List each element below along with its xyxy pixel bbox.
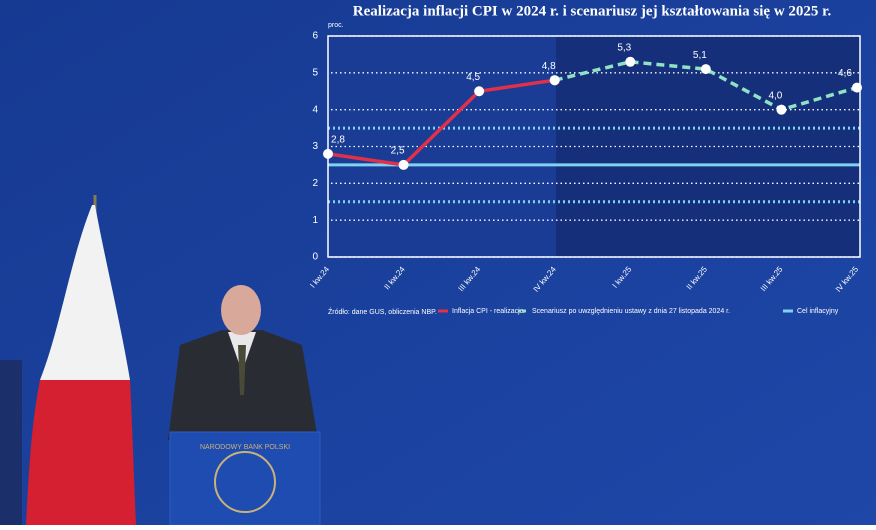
value-label: 4,8 (542, 61, 556, 72)
y-unit: proc. (328, 22, 344, 29)
point (474, 86, 485, 97)
plot-border (327, 35, 861, 258)
y-tick-label: 6 (312, 31, 318, 42)
flag-white (40, 205, 130, 380)
flag-red (26, 380, 136, 525)
point (549, 75, 560, 86)
series-line (327, 78, 555, 167)
source: Źródło: dane GUS, obliczenia NBP. (328, 307, 437, 316)
podium-emblem (214, 451, 276, 513)
podium-text: NARODOWY BANK POLSKI (200, 444, 290, 451)
series-line (554, 60, 858, 112)
point (776, 104, 787, 115)
value-label: 2,8 (331, 135, 345, 146)
chart-title: Realizacja inflacji CPI w 2024 r. i scen… (353, 3, 832, 19)
banner (0, 360, 22, 525)
plot-area-2024 (328, 36, 556, 257)
y-tick-label: 2 (312, 178, 318, 189)
head (221, 285, 261, 335)
point (625, 56, 636, 67)
value-label: 2,5 (391, 146, 405, 157)
y-tick-label: 1 (312, 215, 318, 226)
podium (169, 431, 321, 526)
value-label: 4,6 (838, 68, 852, 79)
value-label: 5,1 (693, 50, 707, 61)
y-tick-label: 3 (312, 141, 318, 152)
y-tick-label: 4 (312, 104, 318, 115)
y-tick-label: 0 (312, 252, 318, 263)
value-label: 4,5 (466, 72, 480, 83)
legend-label: Cel inflacyjny (797, 308, 839, 315)
tie (238, 345, 246, 395)
point (398, 159, 409, 170)
y-tick-label: 5 (312, 67, 318, 78)
legend-label: Scenariusz po uwzględnieniu ustawy z dni… (532, 308, 730, 315)
value-label: 4,0 (768, 90, 782, 101)
value-label: 5,3 (617, 42, 631, 53)
point (700, 64, 711, 75)
legend-label: Inflacja CPI - realizacja (452, 308, 524, 315)
